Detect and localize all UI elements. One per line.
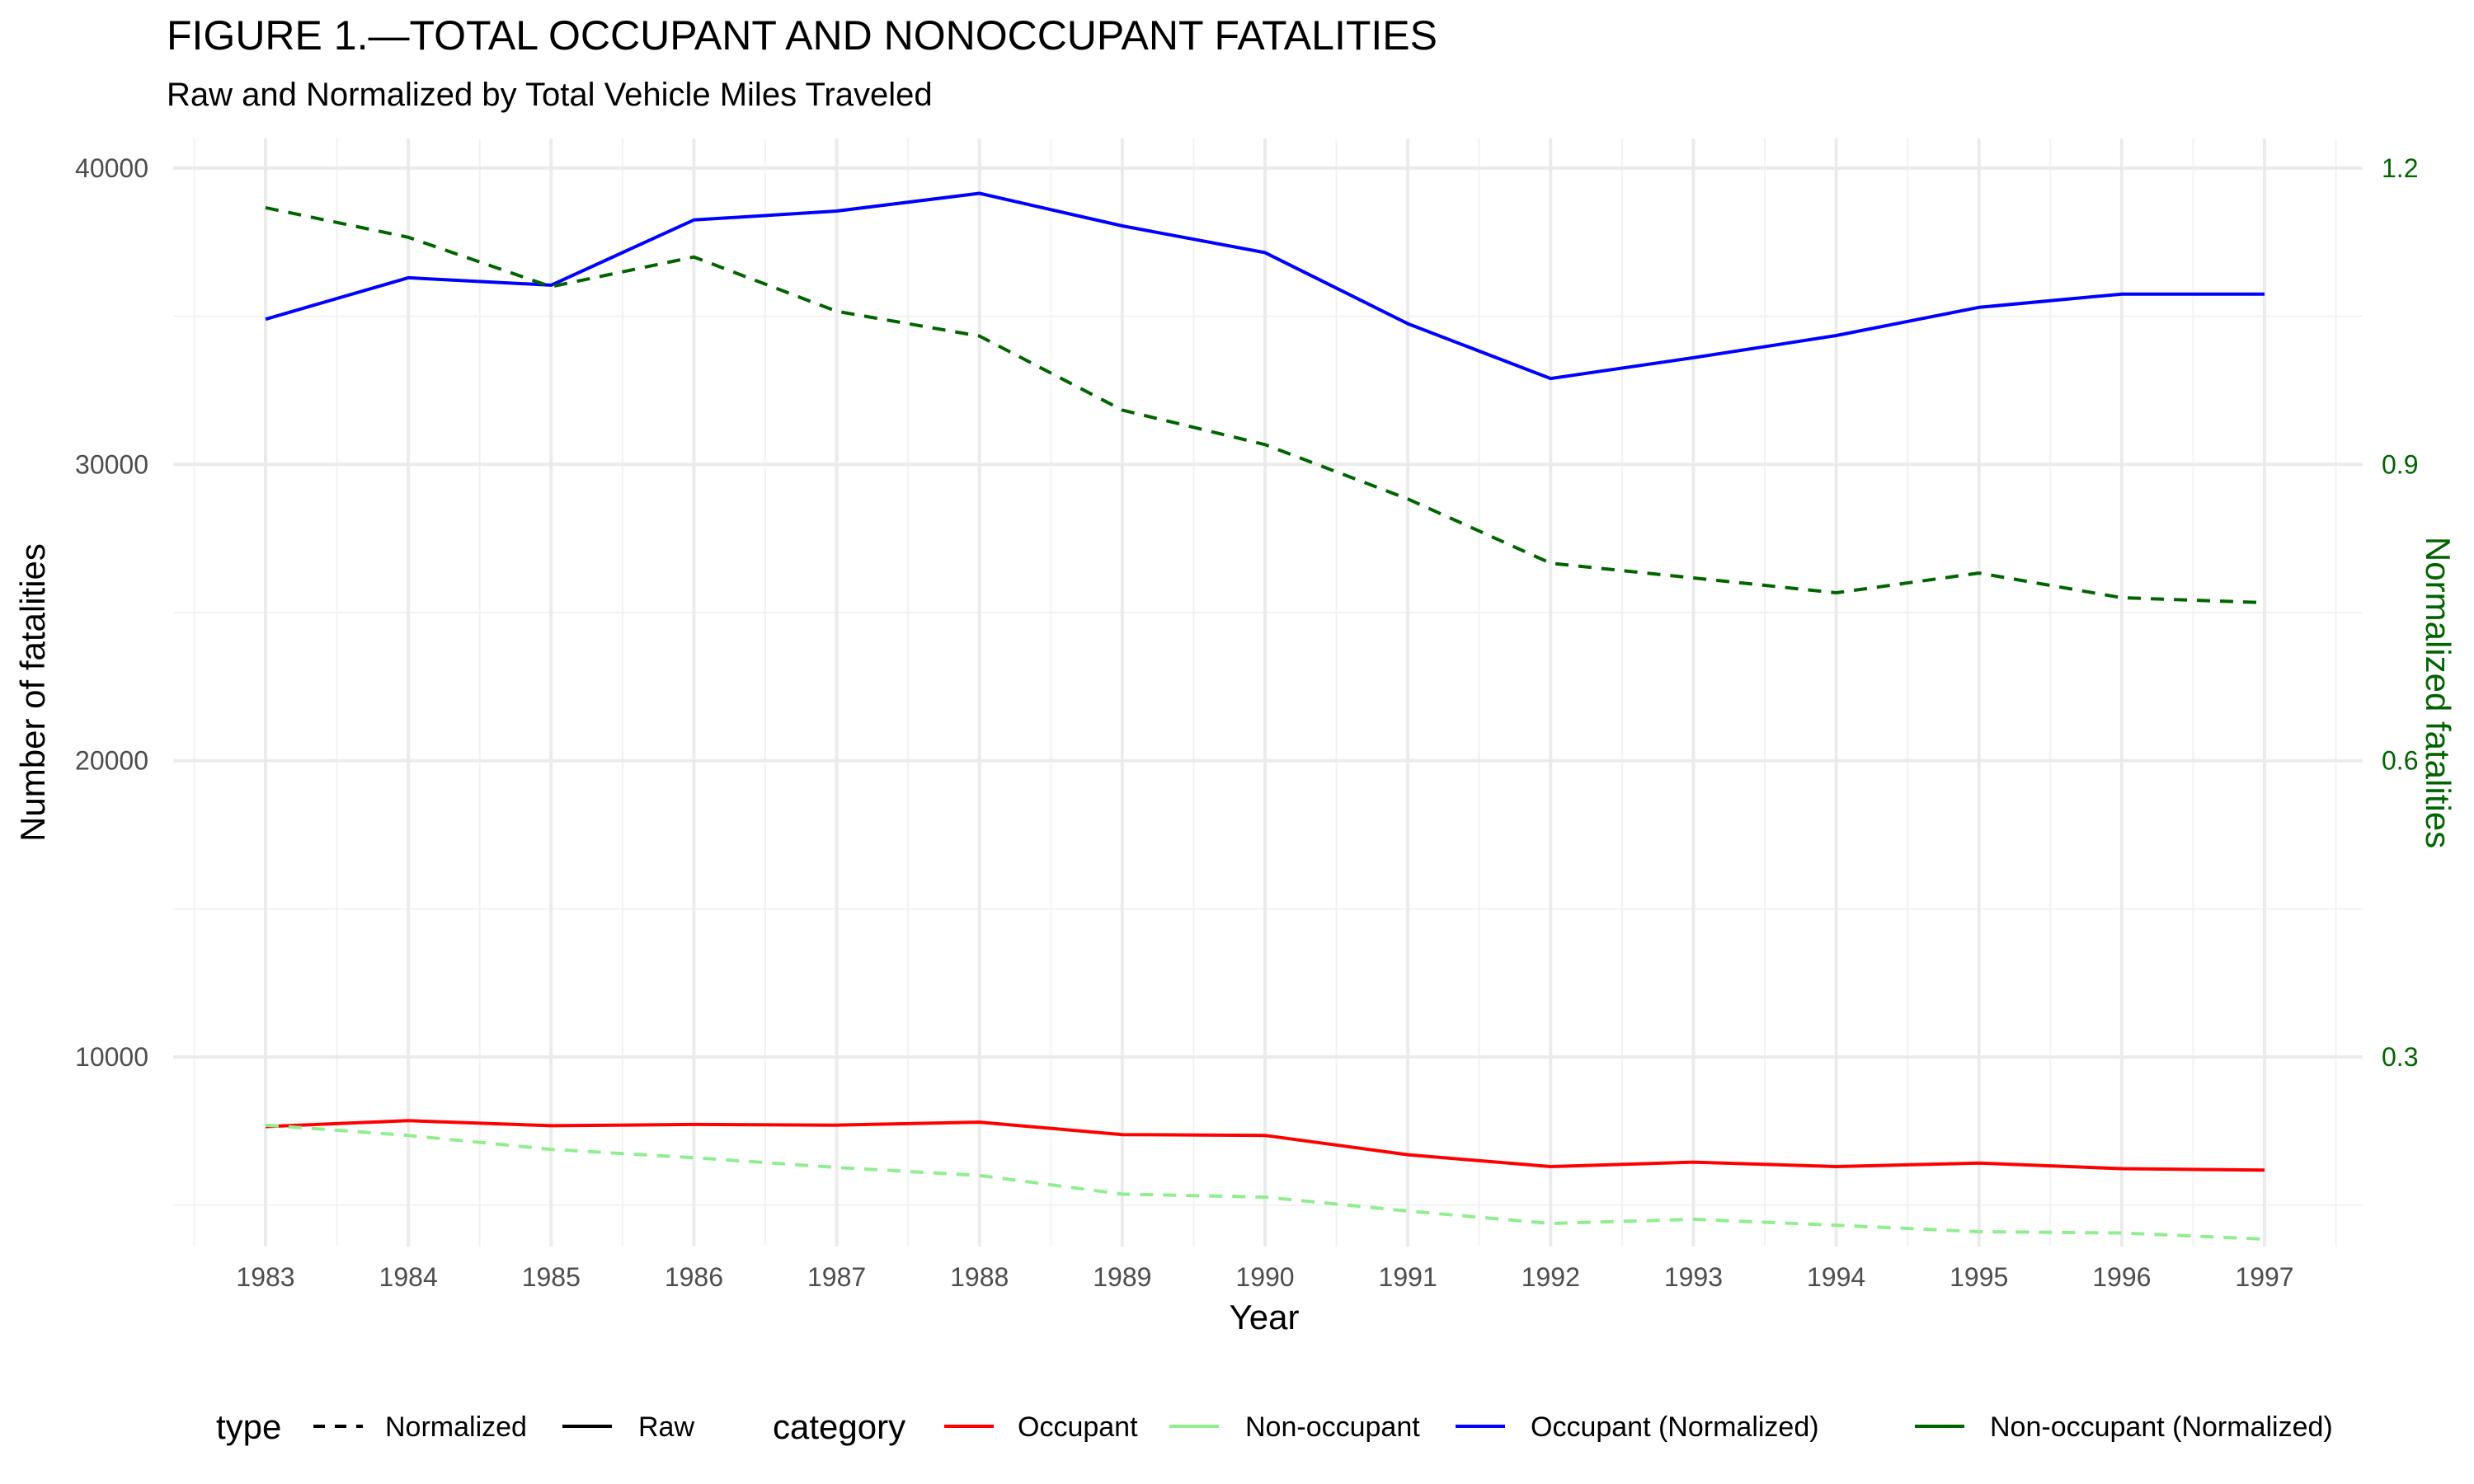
chart-title: FIGURE 1.—TOTAL OCCUPANT AND NONOCCUPANT… — [167, 12, 1437, 59]
series-line-occupant-normalized — [265, 191, 2265, 381]
y2-tick-label: 0.6 — [2382, 746, 2418, 776]
series-line-non-occupant-normalized — [265, 205, 2265, 604]
x-tick-label: 1991 — [1379, 1262, 1437, 1292]
series-line-occupant — [265, 1119, 2265, 1172]
legend-label-occupant-normalized: Occupant (Normalized) — [1531, 1411, 1819, 1443]
y-axis-left-ticks: 10000 20000 30000 40000 — [75, 153, 148, 1072]
x-tick-label: 1993 — [1664, 1262, 1723, 1292]
legend-label-occupant: Occupant — [1018, 1411, 1138, 1443]
y2-axis-title: Normalized fatalities — [2419, 537, 2458, 848]
series-layer — [265, 191, 2265, 1241]
legend-label-normalized: Normalized — [385, 1411, 527, 1443]
x-tick-label: 1997 — [2235, 1262, 2293, 1292]
y-tick-label: 20000 — [75, 746, 148, 776]
x-tick-label: 1994 — [1807, 1262, 1865, 1292]
x-axis-title: Year — [1230, 1298, 1300, 1336]
y-axis-right-ticks: 0.3 0.6 0.9 1.2 — [2382, 153, 2418, 1072]
x-tick-label: 1985 — [522, 1262, 581, 1292]
x-tick-label: 1983 — [236, 1262, 294, 1292]
legend-label-raw: Raw — [638, 1411, 694, 1443]
legend-label-non-occupant: Non-occupant — [1245, 1411, 1420, 1443]
x-tick-label: 1988 — [950, 1262, 1009, 1292]
grid-minor — [173, 139, 2363, 1247]
x-tick-label: 1989 — [1093, 1262, 1151, 1292]
y-tick-label: 10000 — [75, 1042, 148, 1072]
x-tick-label: 1995 — [1950, 1262, 2008, 1292]
y2-tick-label: 0.3 — [2382, 1042, 2418, 1072]
x-tick-label: 1996 — [2092, 1262, 2151, 1292]
legend-category-title: category — [773, 1407, 905, 1446]
x-tick-label: 1987 — [807, 1262, 866, 1292]
y2-tick-label: 0.9 — [2382, 449, 2418, 479]
y-tick-label: 40000 — [75, 153, 148, 183]
legend-type-title: type — [216, 1407, 281, 1446]
x-tick-label: 1984 — [379, 1262, 438, 1292]
grid-major — [173, 139, 2363, 1247]
series-line-non-occupant — [265, 1123, 2265, 1241]
chart-subtitle: Raw and Normalized by Total Vehicle Mile… — [167, 77, 933, 113]
x-tick-label: 1992 — [1522, 1262, 1580, 1292]
y-axis-title: Number of fatalities — [13, 543, 52, 842]
y2-tick-label: 1.2 — [2382, 153, 2418, 183]
x-axis-ticks: 1983 1984 1985 1986 1987 1988 1989 1990 1991 1992… — [236, 1262, 2293, 1292]
y-tick-label: 30000 — [75, 449, 148, 479]
legend-label-non-occupant-normalized: Non-occupant (Normalized) — [1990, 1411, 2333, 1443]
x-tick-label: 1986 — [665, 1262, 723, 1292]
x-tick-label: 1990 — [1235, 1262, 1294, 1292]
legend: type Normalized Raw category Occupant No… — [216, 1407, 2333, 1446]
